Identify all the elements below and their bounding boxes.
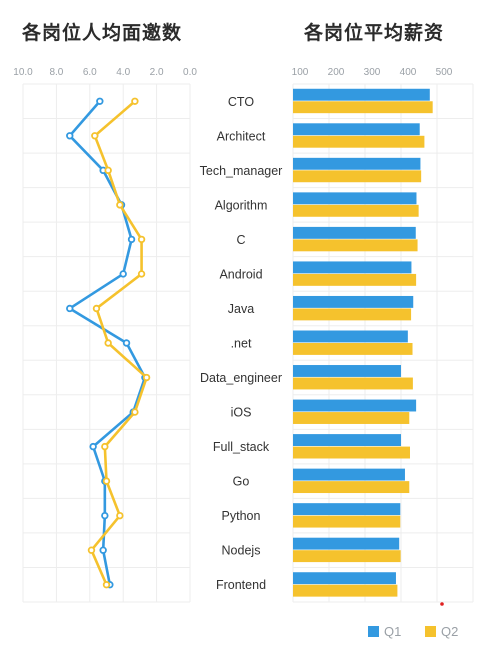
bar-q1 xyxy=(293,261,412,274)
bar-q2 xyxy=(293,170,422,183)
bar-q2 xyxy=(293,135,425,148)
line-point-q2 xyxy=(116,511,124,520)
category-label: Python xyxy=(222,509,261,523)
category-label: Nodejs xyxy=(222,544,261,558)
bar-q2 xyxy=(293,239,418,252)
category-label: Full_stack xyxy=(213,440,270,454)
line-point-q1 xyxy=(66,304,74,313)
line-point-q1 xyxy=(99,546,107,554)
line-point-q2 xyxy=(142,373,151,382)
category-label: .net xyxy=(231,337,252,351)
category-label: Tech_manager xyxy=(200,164,283,178)
line-point-q2 xyxy=(92,304,101,313)
left-x-tick-label: 0.0 xyxy=(183,67,197,78)
line-point-q1 xyxy=(89,442,97,451)
line-point-q1 xyxy=(119,270,127,278)
legend-q1-swatch xyxy=(368,626,379,637)
red-dot-marker xyxy=(440,602,444,606)
bar-q2 xyxy=(293,550,401,563)
bar-q2 xyxy=(293,343,413,355)
line-point-q2 xyxy=(102,477,111,485)
left-chart-title: 各岗位人均面邀数 xyxy=(22,22,183,44)
line-point-q2 xyxy=(104,339,112,347)
legend-q2: Q2 xyxy=(425,624,458,639)
bar-q2 xyxy=(293,584,398,597)
bar-q2 xyxy=(293,446,410,459)
bar-q2 xyxy=(293,481,410,494)
bar-q2 xyxy=(293,377,413,390)
bar-q1 xyxy=(293,226,416,239)
category-label: Frontend xyxy=(216,578,266,592)
line-point-q1 xyxy=(127,235,136,244)
line-point-q2 xyxy=(131,97,139,105)
left-x-tick-label: 10.0 xyxy=(13,67,33,78)
bar-q1 xyxy=(293,88,430,101)
category-label: Architect xyxy=(217,129,266,143)
line-point-q2 xyxy=(116,201,124,209)
right-x-tick-label: 500 xyxy=(436,67,453,78)
right-x-tick-label: 400 xyxy=(400,67,417,78)
line-point-q2 xyxy=(104,166,112,175)
category-label: Java xyxy=(228,302,254,316)
right-x-tick-label: 300 xyxy=(364,67,381,78)
bar-q1 xyxy=(293,434,401,446)
bar-q1 xyxy=(293,468,405,481)
line-point-q2 xyxy=(137,235,146,244)
legend-q1-label: Q1 xyxy=(384,624,402,639)
bar-q2 xyxy=(293,273,417,286)
left-x-tick-label: 2.0 xyxy=(150,67,164,78)
legend-q2-label: Q2 xyxy=(441,624,459,639)
bar-q2 xyxy=(293,515,401,528)
bar-q1 xyxy=(293,295,414,308)
category-label: Go xyxy=(233,475,250,489)
bar-q1 xyxy=(293,157,421,170)
left-x-tick-label: 6.0 xyxy=(83,67,97,78)
bar-q2 xyxy=(293,308,412,321)
category-label: Data_engineer xyxy=(200,371,282,385)
bar-q1 xyxy=(293,192,417,205)
bar-q2 xyxy=(293,101,433,114)
bar-q1 xyxy=(293,503,401,516)
left-x-tick-label: 4.0 xyxy=(116,67,130,78)
bar-q1 xyxy=(293,365,401,377)
bar-q2 xyxy=(293,412,410,424)
line-point-q2 xyxy=(101,442,109,451)
legend-q1: Q1 xyxy=(368,624,401,639)
line-point-q1 xyxy=(101,511,109,520)
category-label: Algorithm xyxy=(215,198,268,212)
bar-q1 xyxy=(293,330,408,343)
line-point-q2 xyxy=(131,408,139,416)
category-label: C xyxy=(236,233,245,247)
category-label: CTO xyxy=(228,95,254,109)
line-point-q1 xyxy=(122,339,131,347)
line-point-q2 xyxy=(137,270,146,278)
right-x-tick-label: 100 xyxy=(292,67,309,78)
bar-q1 xyxy=(293,399,417,412)
right-chart-title: 各岗位平均薪资 xyxy=(304,22,445,44)
line-point-q1 xyxy=(66,132,74,140)
legend-q2-swatch xyxy=(425,626,436,637)
category-label: Android xyxy=(219,267,262,281)
bar-q1 xyxy=(293,123,420,136)
line-point-q2 xyxy=(102,581,111,589)
category-label: iOS xyxy=(231,406,252,420)
bar-q1 xyxy=(293,572,396,585)
line-point-q2 xyxy=(91,132,99,140)
left-x-tick-label: 8.0 xyxy=(49,67,63,78)
right-x-tick-label: 200 xyxy=(328,67,345,78)
bar-q2 xyxy=(293,204,419,217)
line-point-q2 xyxy=(87,546,96,554)
bar-q1 xyxy=(293,537,400,550)
line-point-q1 xyxy=(96,97,104,105)
